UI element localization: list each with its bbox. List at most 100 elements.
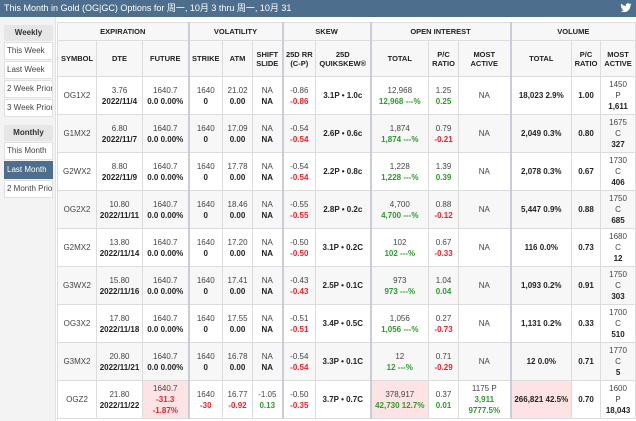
col-atm[interactable]: ATM: [222, 40, 254, 77]
symbol-cell[interactable]: OG2X2: [57, 190, 97, 229]
future-cell: 1640.7 0.0 0.00%: [141, 304, 190, 343]
expiration-date: 2022/11/22: [99, 400, 140, 410]
rr-cell: -0.51 -0.51: [281, 304, 317, 343]
twitter-bird-icon[interactable]: [620, 2, 632, 14]
quikskew-cell[interactable]: 2.6P • 0.6c: [315, 114, 372, 153]
oi-pc-ratio: 1.25: [435, 85, 452, 95]
col-quikskew[interactable]: 25D QUIKSKEW®: [315, 40, 372, 77]
col-vol-total[interactable]: TOTAL: [509, 40, 573, 77]
oi-pc-cell: 0.37 0.01: [428, 380, 460, 419]
shift-value: NA: [261, 85, 273, 95]
dte-value: 3.76: [111, 85, 128, 95]
vol-most-strike: 1750: [609, 194, 627, 203]
vol-total-cell: 116 0.0%: [509, 228, 573, 267]
col-25d-rr[interactable]: 25D RR (C-P): [281, 40, 317, 77]
symbol-cell[interactable]: G3WX2: [57, 266, 97, 305]
quikskew-cell[interactable]: 3.4P • 0.5C: [315, 304, 372, 343]
strike-change: 0: [203, 324, 208, 334]
atm-value: 17.20: [227, 237, 248, 247]
oi-change: 42,730 12.7%: [375, 400, 425, 410]
quikskew-cell[interactable]: 3.1P • 1.0c: [315, 76, 372, 115]
col-oi-pc-ratio[interactable]: P/C RATIO: [428, 40, 460, 77]
vol-most-strike: 1680: [609, 232, 627, 241]
strike-cell: 1640 0: [187, 76, 224, 115]
weekly-group: Weekly This Week Last Week 2 Week Prior …: [4, 25, 53, 117]
atm-cell: 17.55 0.00: [222, 304, 254, 343]
symbol-cell[interactable]: G1MX2: [57, 114, 97, 153]
table-row[interactable]: G2WX2 8.80 2022/11/9 1640.7 0.0 0.00% 1640 0 17…: [57, 152, 636, 191]
future-price: 1640.7: [153, 161, 178, 171]
slide-value: NA: [261, 172, 274, 182]
table-row[interactable]: G3MX2 20.80 2022/11/21 1640.7 0.0 0.00% 1640 0…: [57, 342, 636, 381]
sidebar-item-this-week[interactable]: This Week: [4, 42, 53, 60]
sidebar-item-2-month-prior[interactable]: 2 Month Prior: [4, 180, 53, 198]
oi-pc-change: -0.73: [434, 324, 453, 334]
oi-total: 4,700: [389, 199, 410, 209]
oi-most-active: NA: [478, 281, 490, 290]
col-vol-most-active[interactable]: MOST ACTIVE: [600, 40, 636, 77]
sidebar-item-last-month[interactable]: Last Month: [4, 161, 53, 179]
col-strike[interactable]: STRIKE: [187, 40, 224, 77]
col-oi-total[interactable]: TOTAL: [369, 40, 430, 77]
vol-total-cell: 5,447 0.9%: [509, 190, 573, 229]
symbol: G2WX2: [62, 167, 91, 176]
vol-most-active-cell: 1700 C 510: [600, 304, 636, 343]
rr-value: -0.51: [290, 313, 309, 323]
quikskew-cell[interactable]: 2.5P • 0.1C: [315, 266, 372, 305]
vol-pc-ratio: 0.67: [578, 167, 594, 176]
vol-most-type: P: [615, 395, 621, 404]
strike-value: 1640: [196, 351, 215, 361]
oi-total-cell: 12 12 ---%: [369, 342, 430, 381]
future-cell: 1640.7 0.0 0.00%: [141, 266, 190, 305]
dte-value: 8.80: [111, 161, 128, 171]
table-row[interactable]: G3WX2 15.80 2022/11/16 1640.7 0.0 0.00% 1640 0…: [57, 266, 636, 305]
col-symbol[interactable]: SYMBOL: [57, 40, 97, 77]
col-oi-most-active[interactable]: MOST ACTIVE: [458, 40, 512, 77]
vol-most-active-cell: 1600 P 18,043: [600, 380, 636, 419]
quikskew-cell[interactable]: 2.8P • 0.2c: [315, 190, 372, 229]
symbol-cell[interactable]: G2MX2: [57, 228, 97, 267]
table-row[interactable]: G1MX2 6.80 2022/11/7 1640.7 0.0 0.00% 1640 0 17…: [57, 114, 636, 153]
quikskew-cell[interactable]: 3.7P • 0.7C: [315, 380, 372, 419]
sidebar-item-this-month[interactable]: This Month: [4, 142, 53, 160]
sidebar: Weekly This Week Last Week 2 Week Prior …: [0, 17, 56, 421]
oi-pc-ratio: 1.39: [435, 161, 452, 171]
symbol-cell[interactable]: OG1X2: [57, 76, 97, 115]
future-change: 0.0 0.00%: [147, 134, 184, 144]
symbol-cell[interactable]: OGZ2: [57, 380, 97, 419]
vol-pc-cell: 0.91: [571, 266, 602, 305]
table-row[interactable]: OGZ2 21.80 2022/11/22 1640.7 -31.3 -1.87% 1640…: [57, 380, 636, 419]
dte-value: 21.80: [109, 389, 130, 399]
atm-cell: 17.09 0.00: [222, 114, 254, 153]
symbol: OGZ2: [66, 395, 88, 404]
atm-change: 0.00: [229, 324, 246, 334]
table-row[interactable]: OG3X2 17.80 2022/11/18 1640.7 0.0 0.00% 1640 0…: [57, 304, 636, 343]
future-price: 1640.7: [153, 384, 178, 393]
sidebar-item-3-week-prior[interactable]: 3 Week Prior: [4, 99, 53, 117]
symbol-cell[interactable]: G2WX2: [57, 152, 97, 191]
col-vol-pc-ratio[interactable]: P/C RATIO: [571, 40, 602, 77]
sidebar-item-last-week[interactable]: Last Week: [4, 61, 53, 79]
col-future[interactable]: FUTURE: [141, 40, 190, 77]
quikskew-cell[interactable]: 3.1P • 0.2C: [315, 228, 372, 267]
col-shift-slide[interactable]: SHIFT SLIDE: [252, 40, 284, 77]
col-dte[interactable]: DTE: [96, 40, 143, 77]
atm-value: 16.78: [227, 351, 248, 361]
symbol-cell[interactable]: OG3X2: [57, 304, 97, 343]
table-row[interactable]: G2MX2 13.80 2022/11/14 1640.7 0.0 0.00% 1640 0…: [57, 228, 636, 267]
quikskew-cell[interactable]: 2.2P • 0.8c: [315, 152, 372, 191]
oi-pc-ratio: 0.27: [435, 313, 452, 323]
oi-most-active: NA: [478, 167, 490, 176]
oi-pc-ratio: 0.37: [435, 389, 452, 399]
rr-value: -0.86: [290, 85, 309, 95]
vol-pc-ratio: 0.73: [578, 243, 594, 252]
rr-change: -0.86: [290, 96, 309, 106]
sidebar-item-2-week-prior[interactable]: 2 Week Prior: [4, 80, 53, 98]
table-row[interactable]: OG1X2 3.76 2022/11/4 1640.7 0.0 0.00% 1640 0 21…: [57, 76, 636, 115]
oi-pc-ratio: 0.67: [435, 237, 452, 247]
future-price: 1640.7: [153, 351, 178, 361]
table-row[interactable]: OG2X2 10.80 2022/11/11 1640.7 0.0 0.00% 1640 0…: [57, 190, 636, 229]
symbol-cell[interactable]: G3MX2: [57, 342, 97, 381]
quikskew-cell[interactable]: 3.3P • 0.1C: [315, 342, 372, 381]
future-change: 0.0 0.00%: [147, 286, 184, 296]
